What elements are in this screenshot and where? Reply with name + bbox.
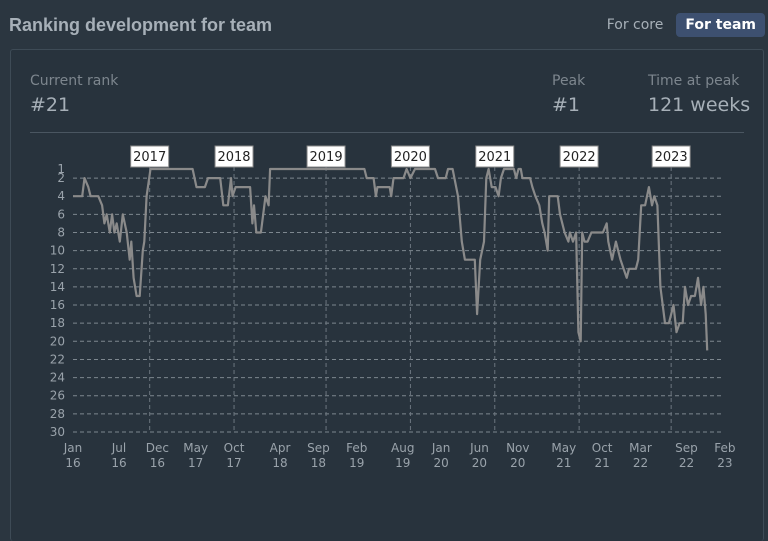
peak-label: Peak — [552, 73, 586, 89]
stat-time-at-peak: Time at peak 121 weeks — [648, 73, 750, 116]
current-rank-value: #21 — [30, 94, 71, 116]
y-tick-label: 18 — [50, 316, 65, 330]
year-marker-label: 2023 — [655, 150, 688, 165]
x-tick-label: 20 — [433, 456, 448, 470]
x-tick-label: 23 — [717, 456, 732, 470]
x-tick-label: May — [551, 441, 576, 455]
time-at-peak-label: Time at peak — [648, 73, 740, 89]
x-tick-label: Dec — [146, 441, 169, 455]
x-tick-label: Jun — [469, 441, 489, 455]
current-rank-label: Current rank — [30, 73, 119, 89]
x-tick-label: Jul — [111, 441, 126, 455]
y-tick-label: 12 — [50, 262, 65, 276]
year-marker-box — [130, 145, 170, 168]
y-tick-label: 20 — [50, 334, 65, 348]
ranking-series-line — [73, 167, 709, 351]
year-marker-box — [306, 145, 346, 168]
x-tick-label: 22 — [633, 456, 648, 470]
year-marker-label: 2019 — [310, 150, 343, 165]
year-marker-box — [214, 145, 254, 168]
year-marker-label: 2020 — [394, 150, 427, 165]
peak-value: #1 — [552, 94, 581, 116]
year-marker-box — [390, 145, 430, 168]
y-tick-label: 2 — [57, 171, 65, 185]
x-tick-label: Jan — [63, 441, 83, 455]
x-tick-label: 16 — [65, 456, 80, 470]
page-title: Ranking development for team — [9, 15, 273, 35]
x-tick-label: 18 — [272, 456, 287, 470]
stat-current-rank: Current rank #21 — [30, 73, 118, 116]
year-marker-box — [559, 145, 599, 168]
y-tick-label: 1 — [57, 162, 65, 176]
x-tick-label: Oct — [224, 441, 245, 455]
y-tick-label: 4 — [57, 189, 65, 203]
x-tick-label: 20 — [510, 456, 525, 470]
year-marker-box — [475, 145, 515, 168]
x-tick-label: Jan — [431, 441, 451, 455]
toggle-for-team[interactable]: For team — [676, 13, 765, 37]
x-tick-label: 20 — [472, 456, 487, 470]
y-tick-label: 22 — [50, 352, 65, 366]
x-tick-label: Feb — [346, 441, 367, 455]
x-tick-label: 21 — [556, 456, 571, 470]
year-marker-label: 2017 — [133, 150, 166, 165]
stats-divider — [30, 132, 744, 133]
year-marker-label: 2022 — [563, 150, 596, 165]
year-marker-label: 2021 — [478, 150, 511, 165]
scope-toggle: For core For team — [598, 13, 765, 37]
x-tick-label: Apr — [270, 441, 291, 455]
x-tick-label: Mar — [629, 441, 652, 455]
y-tick-label: 10 — [50, 244, 65, 258]
x-tick-label: 19 — [395, 456, 410, 470]
y-tick-label: 24 — [50, 371, 65, 385]
x-tick-label: Oct — [592, 441, 613, 455]
x-tick-label: 21 — [594, 456, 609, 470]
stat-peak: Peak #1 — [552, 73, 585, 116]
x-tick-label: Feb — [714, 441, 735, 455]
y-tick-label: 28 — [50, 407, 65, 421]
y-tick-label: 6 — [57, 207, 65, 221]
x-tick-label: 16 — [150, 456, 165, 470]
year-marker-label: 2018 — [217, 150, 250, 165]
y-tick-label: 14 — [50, 280, 65, 294]
x-tick-label: 19 — [349, 456, 364, 470]
x-tick-label: 16 — [111, 456, 126, 470]
y-tick-label: 16 — [50, 298, 65, 312]
y-tick-label: 26 — [50, 389, 65, 403]
time-at-peak-value: 121 weeks — [648, 94, 751, 116]
x-tick-label: Sep — [307, 441, 330, 455]
x-tick-label: 18 — [311, 456, 326, 470]
x-tick-label: May — [183, 441, 208, 455]
x-tick-label: Nov — [506, 441, 529, 455]
x-tick-label: 22 — [679, 456, 694, 470]
x-tick-label: 17 — [188, 456, 203, 470]
y-tick-label: 30 — [50, 425, 65, 439]
x-tick-label: Aug — [391, 441, 414, 455]
year-marker-box — [651, 145, 691, 168]
x-tick-label: 17 — [226, 456, 241, 470]
y-tick-label: 8 — [57, 225, 65, 239]
x-tick-label: Sep — [675, 441, 698, 455]
toggle-for-core[interactable]: For core — [606, 17, 664, 33]
